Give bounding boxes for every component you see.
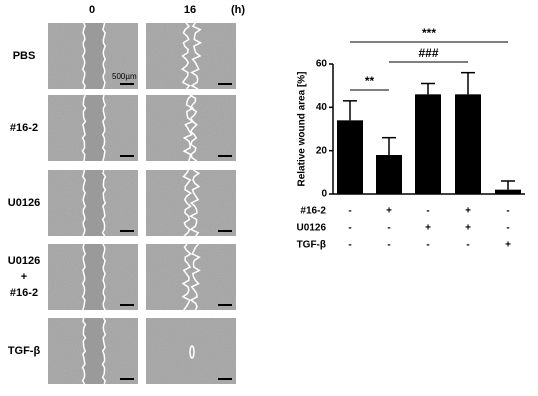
wound-edge (189, 243, 201, 311)
wound-edge (102, 243, 106, 311)
wound-edge (101, 94, 107, 162)
significance-label: *** (422, 26, 436, 40)
bar (376, 155, 402, 194)
row-label: TGF-β (8, 345, 41, 357)
wound-edge (190, 22, 203, 90)
wound-gap (84, 23, 104, 89)
wound-edge (181, 243, 192, 311)
row-label: #16-2 (10, 287, 38, 299)
wound-gap (84, 95, 104, 161)
micrographs (48, 22, 236, 385)
wound-edge (81, 243, 87, 311)
micrograph (146, 95, 236, 161)
condition-sign: + (425, 223, 431, 234)
condition-sign: - (506, 223, 509, 234)
y-tick-label: 40 (316, 102, 328, 113)
micrograph (146, 23, 236, 89)
row-label: U0126 (8, 255, 40, 267)
wound-gap (84, 244, 104, 310)
condition-sign: - (348, 223, 351, 234)
condition-sign: + (465, 206, 471, 217)
row-label: U0126 (8, 197, 40, 209)
micrograph (146, 244, 236, 310)
condition-sign: - (348, 240, 351, 251)
condition-label: #16-2 (300, 206, 326, 217)
bar (455, 94, 481, 194)
bar (337, 120, 363, 194)
row-label: + (21, 271, 27, 283)
significance-label: ** (365, 74, 375, 88)
condition-sign: - (426, 240, 429, 251)
condition-label: U0126 (297, 223, 327, 234)
condition-sign: + (505, 240, 511, 251)
condition-sign: - (426, 206, 429, 217)
condition-sign: + (465, 223, 471, 234)
wound-edge (82, 169, 87, 237)
bar (415, 94, 441, 194)
condition-sign: - (387, 223, 390, 234)
wound-edge (102, 22, 107, 90)
wound-edge (182, 169, 193, 237)
time-unit: (h) (231, 4, 245, 16)
bar (495, 189, 521, 194)
wound-gap (84, 170, 104, 236)
y-axis-label: Relative wound area [%] (297, 71, 308, 186)
wound-edge (101, 317, 107, 385)
row-label: PBS (13, 50, 36, 62)
time-label: 0 (89, 4, 95, 16)
y-tick-label: 20 (316, 145, 328, 156)
wound-edge (81, 22, 86, 90)
time-label: 16 (184, 4, 196, 16)
significance-label: ### (418, 46, 438, 60)
scale-label: 500µm (112, 72, 137, 81)
wound-edge (182, 94, 195, 162)
wound-edge (81, 317, 87, 385)
wound-edge (189, 94, 198, 162)
y-tick-label: 0 (321, 189, 327, 200)
wound-edge (81, 94, 87, 162)
y-tick-label: 60 (316, 59, 328, 70)
condition-sign: + (386, 206, 392, 217)
wound-edge (180, 22, 191, 90)
micrograph (146, 318, 236, 384)
wound-edge (189, 169, 201, 237)
row-label: #16-2 (10, 122, 38, 134)
condition-sign: - (506, 206, 509, 217)
condition-sign: - (348, 206, 351, 217)
wound-edge (189, 345, 195, 359)
wound-edge (101, 169, 107, 237)
condition-sign: - (466, 240, 469, 251)
wound-gap (84, 318, 104, 384)
condition-sign: - (387, 240, 390, 251)
condition-label: TGF-β (297, 240, 326, 251)
